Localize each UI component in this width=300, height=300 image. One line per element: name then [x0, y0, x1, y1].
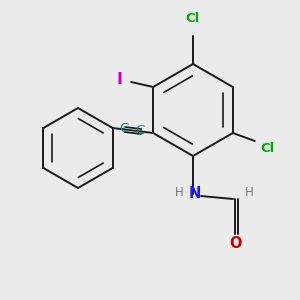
Text: O: O — [229, 236, 241, 251]
Text: C: C — [119, 122, 128, 135]
Text: H: H — [244, 187, 253, 200]
Text: N: N — [189, 187, 201, 202]
Text: C: C — [135, 124, 145, 137]
Text: Cl: Cl — [261, 142, 275, 154]
Text: Cl: Cl — [186, 11, 200, 25]
Text: H: H — [175, 185, 183, 199]
Text: I: I — [116, 71, 122, 86]
